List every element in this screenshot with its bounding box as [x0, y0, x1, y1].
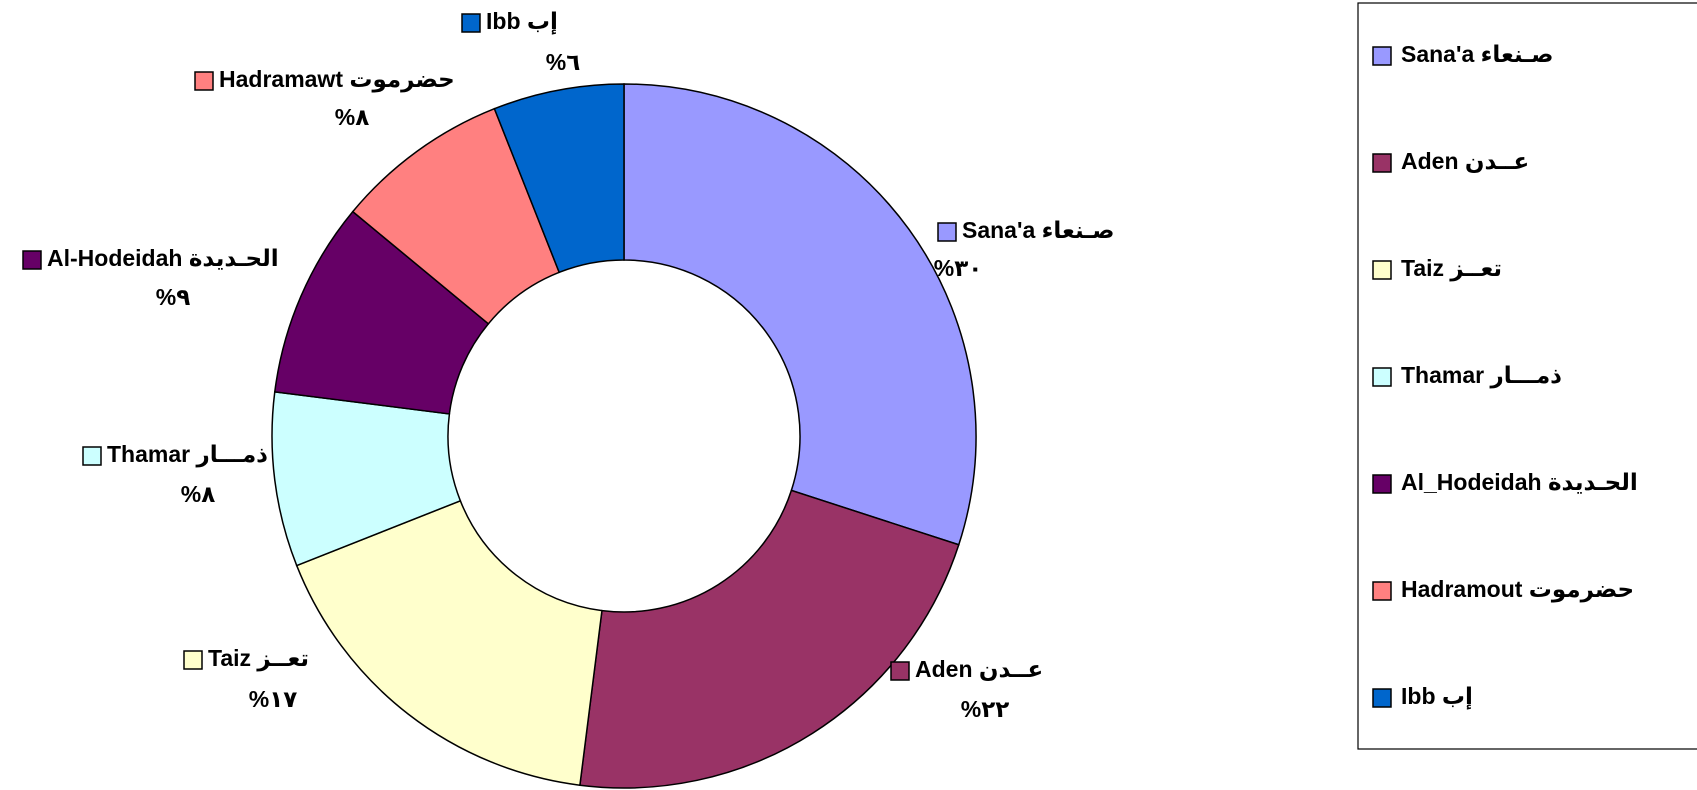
- legend-label: Al_Hodeidah الحـديدة: [1401, 469, 1638, 495]
- legend-swatch: [1372, 46, 1392, 66]
- slice: [623, 83, 977, 546]
- slice-value-label: %٩: [156, 284, 191, 310]
- legend-label: Sana'a صـنعاء: [1401, 41, 1553, 67]
- slice-value-label: %٨: [181, 481, 216, 507]
- legend-label: Taiz تعــز: [1401, 255, 1502, 282]
- slice: [579, 489, 960, 789]
- legend-swatch: [1372, 260, 1392, 280]
- legend-swatch: [1372, 474, 1392, 494]
- slice-value-label: %٨: [335, 104, 370, 130]
- label-swatch: [937, 222, 957, 242]
- label-swatch: [461, 13, 481, 33]
- legend-label: Hadramout حضرموت: [1401, 576, 1634, 603]
- label-swatch: [194, 71, 214, 91]
- slice-label: Taiz تعــز: [208, 645, 309, 672]
- legend-swatch: [1372, 581, 1392, 601]
- slice-value-label: %١٧: [249, 686, 298, 712]
- slice: [493, 83, 625, 274]
- slice-label: Aden عــدن: [915, 656, 1043, 682]
- legend-label: Ibb إب: [1401, 683, 1473, 710]
- slice: [295, 499, 603, 787]
- slice-value-label: %٢٢: [961, 696, 1010, 722]
- slice-value-label: %٣٠: [934, 255, 983, 281]
- slice-value-label: %٦: [546, 49, 581, 75]
- slice-label: Hadramawt حضرموت: [219, 66, 455, 93]
- label-swatch: [82, 446, 102, 466]
- legend-label: Thamar ذمـــار: [1401, 362, 1562, 389]
- legend-swatch: [1372, 153, 1392, 173]
- legend-swatch: [1372, 367, 1392, 387]
- slice-label: Sana'a صـنعاء: [962, 217, 1114, 243]
- label-swatch: [890, 661, 910, 681]
- label-swatch: [183, 650, 203, 670]
- slice-label: Ibb إب: [486, 8, 558, 35]
- slice-label: Thamar ذمـــار: [107, 441, 268, 468]
- legend-swatch: [1372, 688, 1392, 708]
- legend-label: Aden عــدن: [1401, 148, 1529, 174]
- legend-box: [1357, 2, 1697, 750]
- slice-label: Al-Hodeidah الحـديدة: [47, 245, 279, 271]
- label-swatch: [22, 250, 42, 270]
